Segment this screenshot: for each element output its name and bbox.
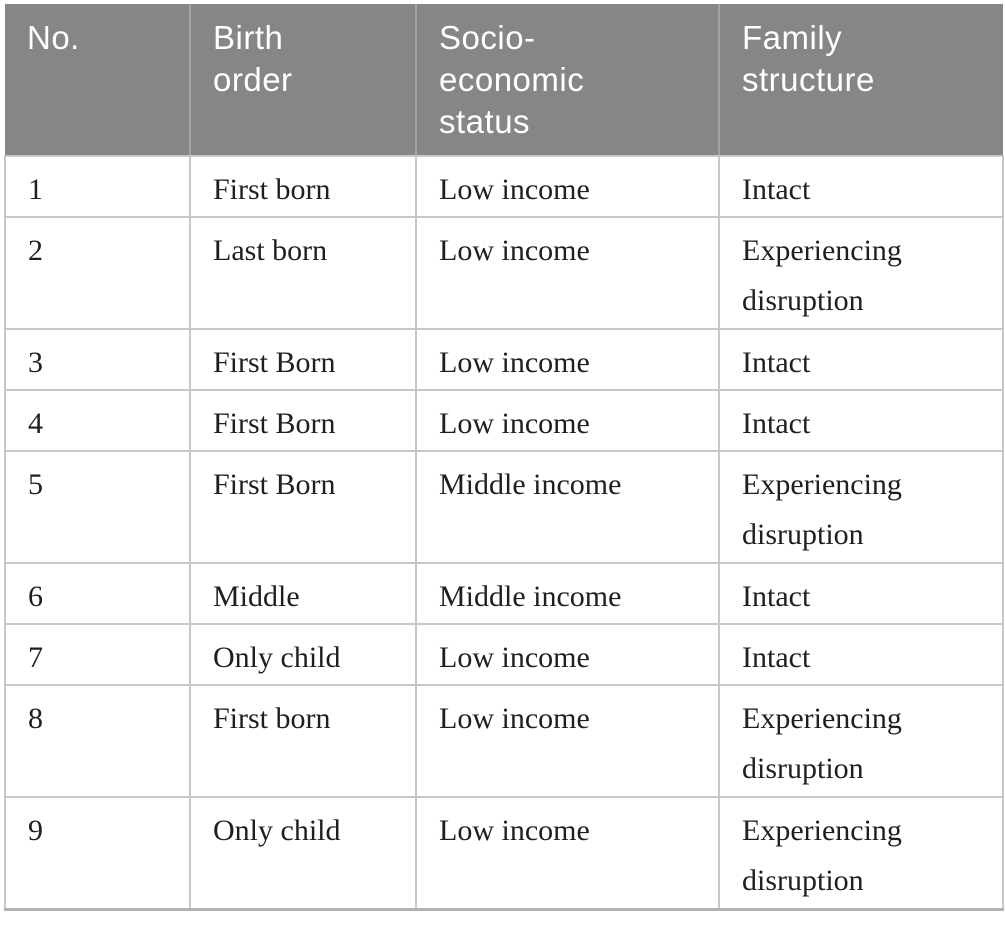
cell-birth-order: Only child	[189, 623, 417, 686]
cell-no: 8	[4, 684, 191, 798]
table-row-1: 1 First born Low income Intact	[4, 155, 1004, 218]
cell-birth-order: Only child	[189, 796, 417, 911]
cell-family-structure: Intact	[718, 562, 1004, 625]
cell-no: 5	[4, 450, 191, 564]
table-body: 1 First born Low income Intact 2 Last bo…	[4, 155, 1004, 911]
cell-no: 2	[4, 216, 191, 330]
cell-ses: Low income	[415, 796, 720, 911]
cell-ses: Low income	[415, 155, 720, 218]
column-header-birth-order-label: Birth order	[213, 19, 293, 98]
participants-table-container: No. Birth order Socio-economic status Fa…	[4, 4, 1004, 911]
header-row: No. Birth order Socio-economic status Fa…	[5, 4, 1003, 157]
table-row-8: 8 First born Low income Experiencing dis…	[4, 684, 1004, 798]
cell-family-structure: Experiencing disruption	[718, 684, 1004, 798]
table-row-2: 2 Last born Low income Experiencing disr…	[4, 216, 1004, 330]
column-header-no-label: No.	[27, 19, 80, 56]
table-row-7: 7 Only child Low income Intact	[4, 623, 1004, 686]
column-header-socioeconomic-status: Socio-economic status	[416, 4, 720, 157]
column-header-no: No.	[5, 4, 191, 157]
cell-birth-order: Last born	[189, 216, 417, 330]
cell-birth-order: First born	[189, 155, 417, 218]
column-header-family-structure-label: Family structure	[742, 19, 875, 98]
cell-birth-order: First Born	[189, 389, 417, 452]
table-row-5: 5 First Born Middle income Experiencing …	[4, 450, 1004, 564]
cell-ses: Low income	[415, 389, 720, 452]
table-row-6: 6 Middle Middle income Intact	[4, 562, 1004, 625]
table-header: No. Birth order Socio-economic status Fa…	[5, 4, 1003, 157]
cell-birth-order: First Born	[189, 450, 417, 564]
cell-ses: Low income	[415, 216, 720, 330]
cell-birth-order: First born	[189, 684, 417, 798]
cell-family-structure: Intact	[718, 328, 1004, 391]
column-header-socioeconomic-status-label: Socio-economic status	[439, 19, 585, 140]
cell-family-structure: Experiencing disruption	[718, 216, 1004, 330]
cell-family-structure: Intact	[718, 389, 1004, 452]
cell-birth-order: First Born	[189, 328, 417, 391]
cell-no: 3	[4, 328, 191, 391]
cell-family-structure: Intact	[718, 623, 1004, 686]
column-header-birth-order: Birth order	[190, 4, 417, 157]
cell-no: 6	[4, 562, 191, 625]
cell-no: 4	[4, 389, 191, 452]
cell-ses: Middle income	[415, 450, 720, 564]
cell-ses: Low income	[415, 328, 720, 391]
cell-ses: Middle income	[415, 562, 720, 625]
column-header-family-structure: Family structure	[719, 4, 1003, 157]
cell-ses: Low income	[415, 684, 720, 798]
cell-family-structure: Experiencing disruption	[718, 450, 1004, 564]
table-row-3: 3 First Born Low income Intact	[4, 328, 1004, 391]
table-row-9: 9 Only child Low income Experiencing dis…	[4, 796, 1004, 911]
cell-family-structure: Experiencing disruption	[718, 796, 1004, 911]
cell-ses: Low income	[415, 623, 720, 686]
participants-table: No. Birth order Socio-economic status Fa…	[4, 4, 1004, 911]
cell-birth-order: Middle	[189, 562, 417, 625]
cell-no: 1	[4, 155, 191, 218]
cell-family-structure: Intact	[718, 155, 1004, 218]
table-row-4: 4 First Born Low income Intact	[4, 389, 1004, 452]
cell-no: 7	[4, 623, 191, 686]
cell-no: 9	[4, 796, 191, 911]
